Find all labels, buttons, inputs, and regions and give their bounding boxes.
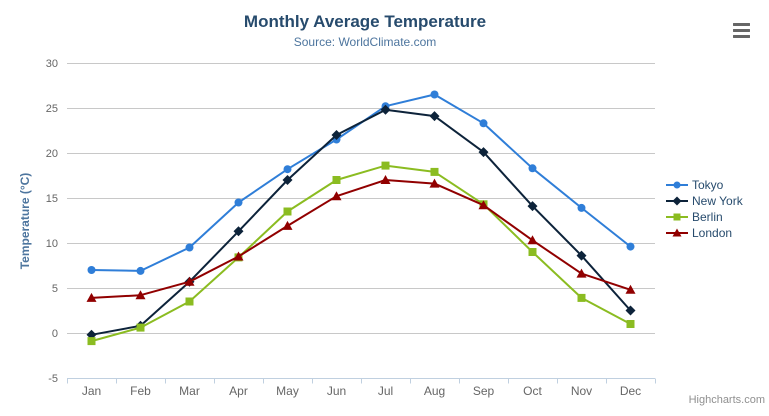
legend-item-new-york[interactable]: New York [666,193,743,209]
y-axis-label: 15 [46,193,58,205]
triangle-marker-icon[interactable] [233,251,244,261]
x-axis-label: Mar [179,384,200,398]
series-line[interactable] [90,164,632,343]
triangle-marker-icon[interactable] [672,228,682,237]
triangle-marker-icon[interactable] [86,292,97,302]
circle-marker-icon[interactable] [136,266,145,275]
legend: Tokyo New York Berlin London [666,177,743,241]
x-axis-label: Jan [82,384,101,398]
highcharts-credit-link[interactable]: Highcharts.com [688,394,765,406]
diamond-marker-icon[interactable] [380,104,391,115]
circle-marker-icon[interactable] [283,165,292,174]
series-line[interactable] [90,108,632,336]
circle-marker-icon[interactable] [87,266,96,274]
square-legend-marker-icon [666,213,688,221]
x-axis-label: Oct [523,384,542,398]
triangle-legend-marker-icon [666,228,688,237]
series-new-york[interactable] [86,104,636,340]
circle-marker-icon[interactable] [479,119,488,128]
square-marker-icon[interactable] [87,337,96,346]
y-axis-label: 25 [46,103,58,115]
legend-label: London [692,226,733,240]
square-marker-icon[interactable] [332,176,341,184]
circle-marker-icon[interactable] [528,164,537,173]
square-marker-icon[interactable] [673,213,681,221]
square-marker-icon[interactable] [283,207,292,216]
y-axis-label: 0 [52,328,58,340]
legend-item-tokyo[interactable]: Tokyo [666,177,743,193]
legend-item-berlin[interactable]: Berlin [666,209,743,225]
legend-item-london[interactable]: London [666,225,743,241]
x-axis-label: Sep [473,384,495,398]
series-london[interactable] [86,175,636,302]
x-axis-label: Apr [229,384,248,398]
triangle-marker-icon[interactable] [282,220,293,230]
square-marker-icon[interactable] [136,323,145,332]
triangle-marker-icon[interactable] [625,284,636,294]
y-axis-label: 20 [46,148,58,160]
legend-label: New York [692,194,743,208]
chart-title: Monthly Average Temperature [243,12,487,31]
square-marker-icon[interactable] [430,167,439,176]
circle-marker-icon[interactable] [577,203,586,212]
triangle-marker-icon[interactable] [527,235,538,245]
circle-marker-icon[interactable] [430,90,439,99]
x-axis-label: Jul [378,384,393,398]
triangle-marker-icon[interactable] [478,200,489,210]
x-axis-label: Jun [327,384,346,398]
circle-marker-icon[interactable] [673,181,681,189]
y-axis-title: Temperature (°C) [18,172,32,270]
circle-legend-marker-icon [666,181,688,189]
diamond-marker-icon[interactable] [527,201,538,212]
y-axis-label: 5 [52,283,58,295]
square-marker-icon[interactable] [528,248,537,256]
x-axis-label: Dec [620,384,641,398]
triangle-marker-icon[interactable] [184,276,195,286]
series-line[interactable] [90,179,632,299]
legend-label: Berlin [692,210,723,224]
chart-subtitle: Source: WorldClimate.com [293,35,437,49]
triangle-marker-icon[interactable] [331,191,342,201]
diamond-marker-icon[interactable] [331,130,342,140]
diamond-marker-icon[interactable] [625,305,636,316]
diamond-marker-icon[interactable] [282,175,293,185]
diamond-marker-icon[interactable] [478,147,489,158]
circle-marker-icon[interactable] [185,243,194,252]
triangle-marker-icon[interactable] [380,175,391,184]
square-marker-icon[interactable] [577,293,586,302]
square-marker-icon[interactable] [626,320,635,328]
circle-marker-icon[interactable] [234,198,243,207]
square-marker-icon[interactable] [381,161,390,170]
x-axis-label: May [276,384,299,398]
triangle-marker-icon[interactable] [429,178,440,188]
triangle-marker-icon[interactable] [576,268,587,278]
square-marker-icon[interactable] [185,297,194,306]
series-line[interactable] [90,93,632,272]
x-axis-label: Nov [571,384,592,398]
y-axis-label: -5 [48,373,58,385]
diamond-legend-marker-icon [666,196,688,206]
diamond-marker-icon[interactable] [429,111,440,122]
diamond-marker-icon[interactable] [576,250,587,261]
series-tokyo[interactable] [87,90,635,275]
diamond-marker-icon[interactable] [672,196,682,206]
legend-label: Tokyo [692,178,724,192]
diamond-marker-icon[interactable] [233,226,244,237]
triangle-marker-icon[interactable] [135,290,146,300]
x-axis-label: Feb [130,384,151,398]
x-axis-label: Aug [424,384,445,398]
y-axis-label: 30 [46,58,58,70]
export-menu-button[interactable] [727,17,755,43]
circle-marker-icon[interactable] [626,242,635,251]
y-axis-label: 10 [46,238,58,250]
